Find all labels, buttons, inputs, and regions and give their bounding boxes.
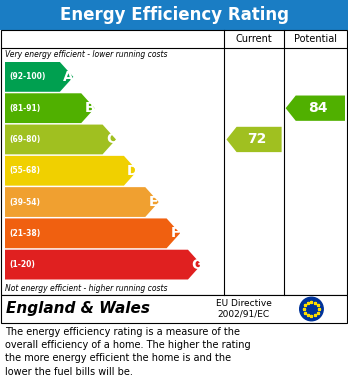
Text: D: D [127,164,139,178]
Text: Current: Current [236,34,272,44]
Text: A: A [63,70,74,84]
Text: Energy Efficiency Rating: Energy Efficiency Rating [60,6,288,24]
Bar [1,30,347,295]
Text: F: F [171,226,180,240]
Bar [0,0,348,30]
Polygon shape [5,93,95,123]
Text: (39-54): (39-54) [9,197,40,206]
Text: G: G [191,258,203,272]
Polygon shape [5,187,159,217]
Polygon shape [286,95,345,121]
Text: Very energy efficient - lower running costs: Very energy efficient - lower running co… [5,50,167,59]
Polygon shape [5,156,137,186]
Polygon shape [5,125,116,154]
Polygon shape [5,62,73,92]
Text: (21-38): (21-38) [9,229,40,238]
Polygon shape [5,219,180,248]
Polygon shape [5,250,201,280]
Text: (92-100): (92-100) [9,72,45,81]
Text: E: E [149,195,159,209]
Text: EU Directive
2002/91/EC: EU Directive 2002/91/EC [216,299,271,319]
Text: (81-91): (81-91) [9,104,40,113]
Bar [1,295,347,323]
Text: B: B [85,101,95,115]
Text: Potential: Potential [294,34,337,44]
Text: England & Wales: England & Wales [6,301,150,316]
Text: 72: 72 [247,133,267,147]
Text: 84: 84 [309,101,328,115]
Text: The energy efficiency rating is a measure of the
overall efficiency of a home. T: The energy efficiency rating is a measur… [5,327,251,377]
Polygon shape [227,127,282,152]
Text: C: C [106,133,117,147]
Text: (69-80): (69-80) [9,135,40,144]
Text: (55-68): (55-68) [9,166,40,175]
Circle shape [300,297,323,321]
Text: (1-20): (1-20) [9,260,35,269]
Text: Not energy efficient - higher running costs: Not energy efficient - higher running co… [5,284,167,293]
